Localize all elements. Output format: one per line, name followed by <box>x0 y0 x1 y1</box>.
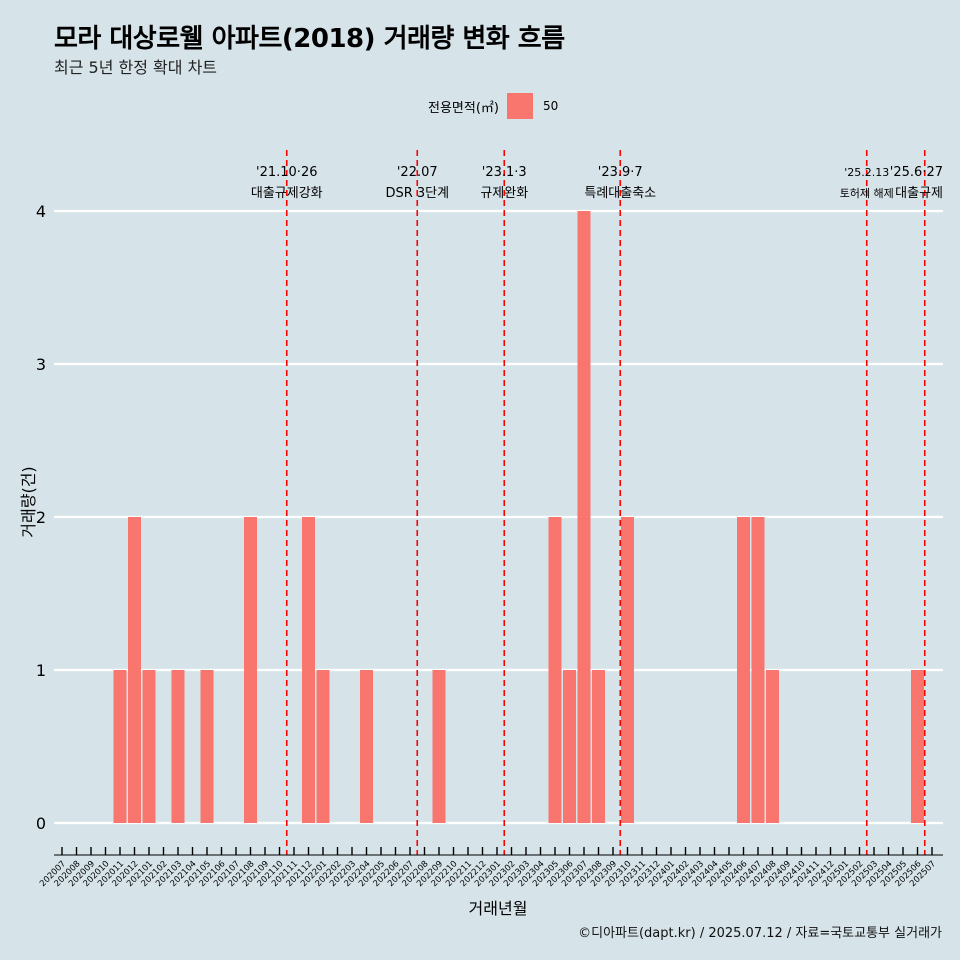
bar <box>577 211 591 823</box>
x-axis-title: 거래년월 <box>469 899 528 918</box>
y-axis-title: 거래량(건) <box>19 466 38 537</box>
bar <box>563 670 576 823</box>
bar <box>113 670 127 823</box>
event-label: 규제완화 <box>480 186 528 201</box>
event-label: 대출규제강화 <box>251 186 323 201</box>
legend-entry-label: 50 <box>542 99 559 113</box>
event-label: 토허제 해제 <box>840 186 894 200</box>
bar <box>911 670 924 823</box>
bar <box>128 517 141 823</box>
gridlines <box>54 209 943 825</box>
legend-title: 전용면적(㎡) <box>428 100 499 116</box>
legend: 전용면적(㎡) 50 <box>428 93 558 119</box>
y-tick-label: 3 <box>36 355 46 374</box>
chart-caption: ©디아파트(dapt.kr) / 2025.07.12 / 자료=국토교통부 실… <box>578 926 942 941</box>
bar <box>432 670 446 823</box>
bar <box>360 670 373 823</box>
event-label: 특례대출축소 <box>584 186 656 201</box>
bar <box>766 670 779 823</box>
bars <box>113 211 924 823</box>
bar <box>316 670 330 823</box>
bar <box>244 517 257 823</box>
bar <box>621 517 634 823</box>
chart-title: 모라 대상로웰 아파트(2018) 거래량 변화 흐름 <box>54 24 565 54</box>
bar <box>592 670 605 823</box>
bar <box>142 670 156 823</box>
event-date: '23.9·7 <box>598 165 643 180</box>
event-markers: '21.10·26 대출규제강화 '22.07 DSR 3단계 '23.1·3 규제완화 '… <box>251 150 943 855</box>
y-tick-label: 0 <box>36 814 46 833</box>
event-date: '22.07 <box>397 165 438 180</box>
axes: 0123420200720200820200920201020201120201… <box>19 202 943 918</box>
bar <box>171 670 185 823</box>
bar <box>737 517 750 823</box>
event-date: '21.10·26 <box>256 165 317 180</box>
y-tick-label: 1 <box>36 661 46 680</box>
event-label: 대출규제 <box>895 186 943 201</box>
event-date: '25.2.13 <box>844 166 889 179</box>
event-date: '23.1·3 <box>482 165 527 180</box>
bar <box>751 517 765 823</box>
y-tick-label: 4 <box>36 202 46 221</box>
bar <box>302 517 315 823</box>
event-label: DSR 3단계 <box>385 186 449 201</box>
chart-subtitle: 최근 5년 한정 확대 차트 <box>54 58 218 77</box>
bar <box>200 670 214 823</box>
legend-swatch <box>506 93 533 119</box>
event-date: '25.6·27 <box>890 165 943 180</box>
bar <box>548 517 562 823</box>
y-tick-label: 2 <box>36 508 46 527</box>
